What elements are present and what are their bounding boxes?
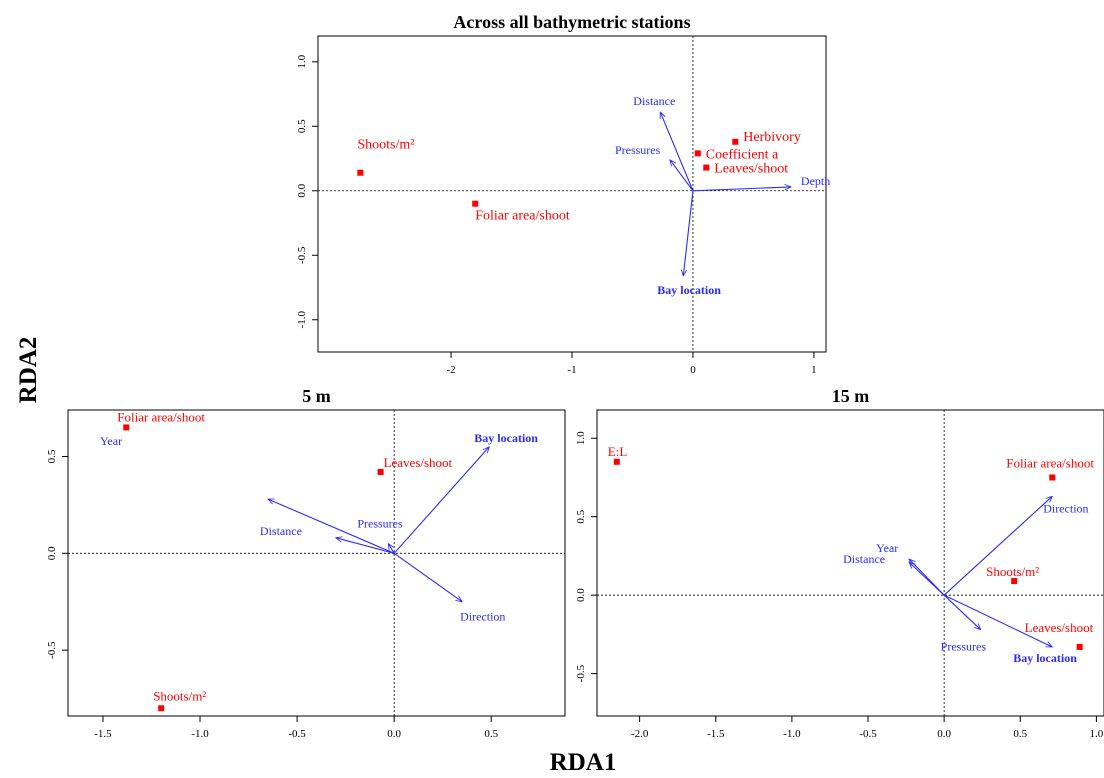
- response-point: [1049, 474, 1056, 481]
- x-tick-label: -1: [567, 364, 576, 376]
- vector-label: Pressures: [357, 517, 403, 531]
- x-tick-label: 0.0: [387, 728, 401, 740]
- response-label: Herbivory: [743, 130, 801, 145]
- response-label: Leaves/shoot: [714, 162, 788, 177]
- response-point: [377, 468, 384, 475]
- vector-label: Distance: [260, 524, 302, 538]
- vector-label: Year: [100, 434, 122, 448]
- y-tick-label: 1.0: [575, 431, 587, 445]
- vector-arrow: [670, 160, 694, 192]
- vector-arrow: [660, 112, 694, 191]
- response-label: Shoots/m²: [986, 564, 1039, 579]
- y-axis-title: RDA2: [15, 337, 42, 404]
- vector-label: Pressures: [941, 640, 987, 654]
- vector-label: Distance: [633, 94, 675, 108]
- response-label: Shoots/m²: [357, 138, 414, 153]
- y-tick-label: 0.0: [575, 588, 587, 602]
- panel-all-stations: Across all bathymetric stations -2 -1 0 1 -1.…: [296, 12, 830, 376]
- response-point: [703, 164, 710, 171]
- y-tick-label: -1.0: [296, 311, 308, 329]
- vector-label: Bay location: [657, 283, 721, 297]
- y-tick-label: 0.5: [575, 509, 587, 523]
- response-point: [694, 150, 701, 157]
- response-label: Coefficient a: [706, 147, 779, 162]
- response-label: Foliar area/shoot: [475, 209, 570, 224]
- plot-frame: [317, 35, 827, 353]
- panel-title: 15 m: [832, 386, 870, 406]
- response-label: Leaves/shoot: [1025, 620, 1094, 635]
- response-point: [1011, 578, 1018, 585]
- vector-arrow: [943, 496, 1052, 596]
- response-label: Leaves/shoot: [384, 455, 453, 470]
- vector-label: Depth: [801, 174, 830, 188]
- vector-arrow: [943, 594, 981, 630]
- x-tick-label: -0.5: [288, 728, 306, 740]
- vector-label: Distance: [843, 552, 885, 566]
- vector-arrow: [909, 562, 945, 596]
- plot-frame: [596, 409, 1104, 717]
- y-tick-label: -0.5: [575, 664, 587, 682]
- response-label: Foliar area/shoot: [1006, 455, 1094, 470]
- x-tick-label: -1.5: [707, 728, 725, 740]
- y-tick-label: 1.0: [296, 54, 308, 68]
- vector-arrow: [393, 447, 489, 554]
- x-tick-label: -0.5: [859, 728, 877, 740]
- response-label: Shoots/m²: [153, 688, 206, 703]
- response-label: E:L: [608, 444, 628, 459]
- vector-label: Direction: [1043, 501, 1088, 515]
- vector-arrow: [388, 544, 395, 554]
- vector-arrow: [393, 552, 462, 601]
- x-tick-label: -2: [446, 364, 455, 376]
- y-tick-label: 0.0: [296, 183, 308, 197]
- x-tick-label: 1: [811, 364, 817, 376]
- vector-arrow: [692, 187, 791, 192]
- x-tick-label: -2.0: [631, 728, 649, 740]
- vector-label: Year: [876, 541, 898, 555]
- response-point: [732, 138, 739, 145]
- y-tick-label: -0.5: [296, 246, 308, 264]
- x-tick-label: 0.5: [1013, 728, 1027, 740]
- x-tick-label: 0.5: [484, 728, 498, 740]
- vector-label: Pressures: [615, 143, 661, 157]
- response-point: [123, 424, 130, 431]
- response-point: [613, 458, 620, 465]
- panel-5m: 5 m -1.5 -1.0 -0.5 0.0 0.5 -0.5 0.0 0.5 Bay locat…: [46, 386, 566, 740]
- vector-label: Direction: [460, 610, 505, 624]
- response-point: [158, 705, 165, 712]
- x-tick-label: -1.0: [783, 728, 801, 740]
- x-tick-label: 1.0: [1090, 728, 1104, 740]
- y-tick-label: 0.0: [46, 546, 58, 560]
- vector-arrow: [336, 538, 395, 554]
- y-tick-label: -0.5: [46, 641, 58, 659]
- panel-15m: 15 m -2.0 -1.5 -1.0 -0.5 0.0 0.5 1.0 -0.5 0.0 0.5 1…: [575, 386, 1104, 740]
- vector-label: Bay location: [474, 431, 538, 445]
- x-tick-label: 0.0: [937, 728, 951, 740]
- x-tick-label: 0: [690, 364, 696, 376]
- x-tick-label: -1.0: [191, 728, 209, 740]
- plot-frame: [67, 409, 566, 717]
- y-tick-label: 0.5: [46, 449, 58, 463]
- vector-arrow: [943, 594, 1052, 648]
- vector-label: Bay location: [1013, 651, 1077, 665]
- response-label: Foliar area/shoot: [117, 409, 205, 424]
- vector-arrow: [268, 498, 395, 554]
- response-point: [357, 169, 364, 176]
- response-point: [472, 200, 479, 207]
- y-tick-label: 0.5: [296, 119, 308, 133]
- panel-title: Across all bathymetric stations: [453, 12, 690, 32]
- response-point: [1076, 643, 1083, 650]
- panel-title: 5 m: [302, 386, 331, 406]
- x-axis-title: RDA1: [550, 749, 617, 776]
- x-tick-label: -1.5: [94, 728, 112, 740]
- vector-arrow: [683, 190, 694, 276]
